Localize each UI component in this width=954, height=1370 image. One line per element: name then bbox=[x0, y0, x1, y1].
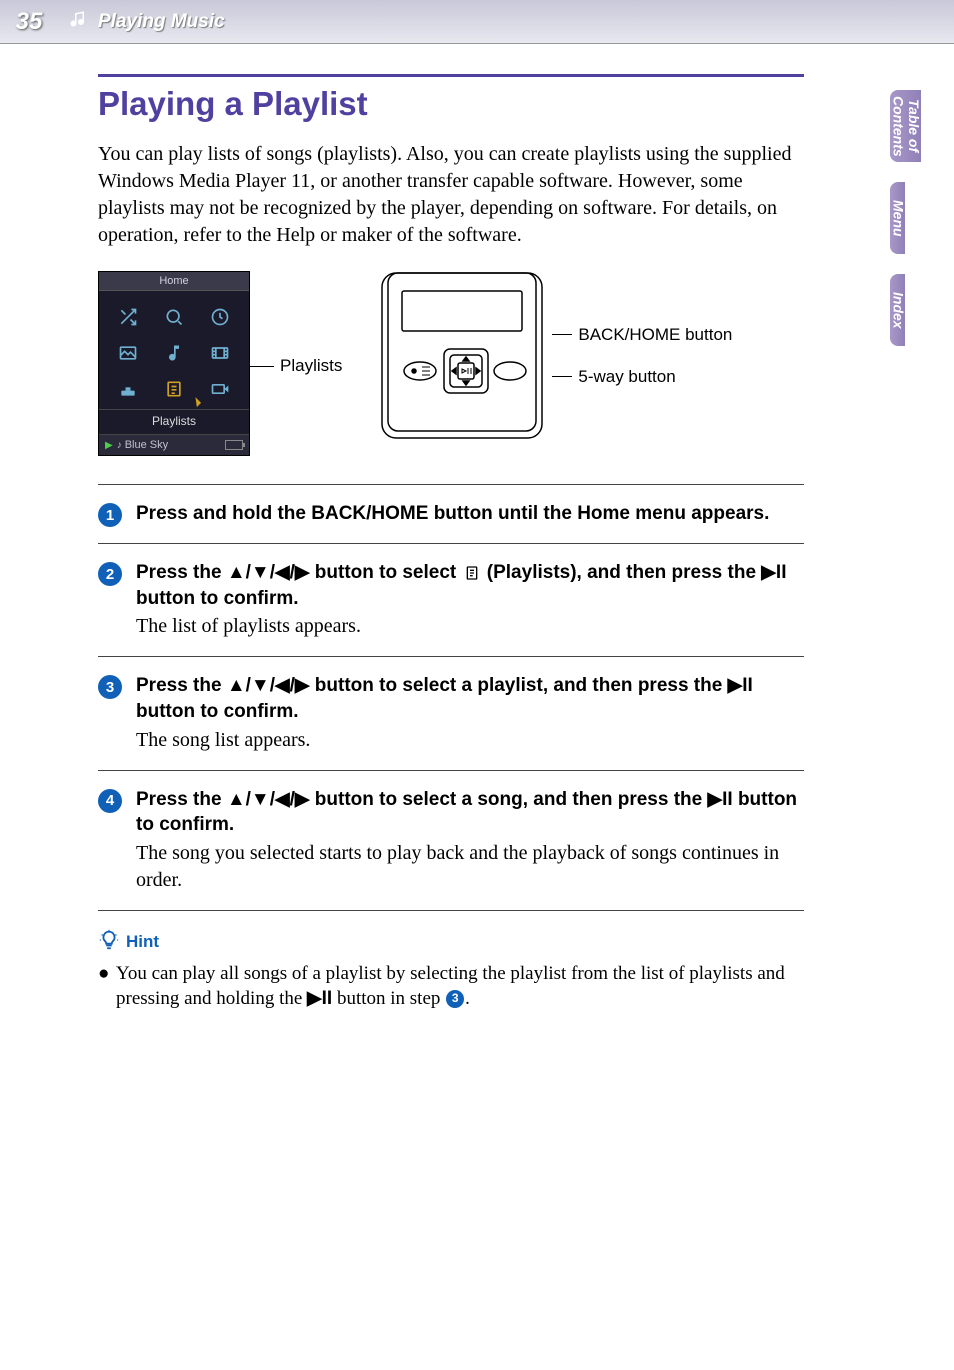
music-note-icon bbox=[58, 10, 98, 33]
callout-back-home: BACK/HOME button bbox=[552, 325, 732, 345]
step-badge-2: 2 bbox=[98, 562, 122, 586]
device-diagram bbox=[372, 271, 552, 441]
hint-step-ref-badge: 3 bbox=[446, 990, 464, 1008]
step-4-title: Press the ▲/▼/◀/▶ button to select a son… bbox=[136, 787, 804, 838]
step-2: 2 Press the ▲/▼/◀/▶ button to select (Pl… bbox=[98, 554, 804, 646]
play-indicator-icon: ▶ bbox=[105, 440, 113, 451]
settings-icon bbox=[111, 377, 145, 401]
page-content: Playing a Playlist You can play lists of… bbox=[0, 44, 954, 1041]
step-3-desc: The song list appears. bbox=[136, 727, 804, 754]
step-2-desc: The list of playlists appears. bbox=[136, 613, 804, 640]
hint-header: Hint bbox=[98, 929, 804, 956]
page-number: 35 bbox=[0, 8, 58, 36]
search-icon bbox=[157, 305, 191, 329]
home-now-playing-bar: ▶ ♪ Blue Sky bbox=[99, 435, 249, 455]
tab-toc[interactable]: Table of Contents bbox=[890, 90, 921, 162]
note-icon: ♪ bbox=[117, 440, 122, 451]
tab-index[interactable]: Index bbox=[890, 274, 905, 346]
callout-five-way: 5-way button bbox=[552, 367, 732, 387]
now-playing-title: Blue Sky bbox=[125, 439, 168, 451]
hint-lightbulb-icon bbox=[98, 929, 120, 956]
step-badge-1: 1 bbox=[98, 503, 122, 527]
battery-icon bbox=[225, 440, 243, 450]
playlist-inline-icon bbox=[464, 565, 480, 581]
step-4-desc: The song you selected starts to play bac… bbox=[136, 840, 804, 894]
side-tabs: Table of Contents Menu Index bbox=[890, 90, 954, 366]
home-screen-title: Home bbox=[99, 272, 249, 291]
heading-rule bbox=[98, 74, 804, 77]
home-screen-diagram: Home Playlists ▶ ♪ Blue Sky bbox=[98, 271, 250, 456]
step-badge-4: 4 bbox=[98, 789, 122, 813]
device-diagram-wrap: BACK/HOME button 5-way button bbox=[372, 271, 732, 441]
hint-body: ● You can play all songs of a playlist b… bbox=[98, 962, 804, 1011]
intro-paragraph: You can play lists of songs (playlists).… bbox=[98, 141, 804, 249]
step-3: 3 Press the ▲/▼/◀/▶ button to select a p… bbox=[98, 667, 804, 759]
home-screen-caption: Playlists bbox=[99, 409, 249, 435]
photo-icon bbox=[111, 341, 145, 365]
step-2-title: Press the ▲/▼/◀/▶ button to select (Play… bbox=[136, 560, 804, 611]
step-3-title: Press the ▲/▼/◀/▶ button to select a pla… bbox=[136, 673, 804, 724]
music-icon bbox=[157, 341, 191, 365]
diagram-row: Home Playlists ▶ ♪ Blue Sky bbox=[98, 271, 804, 456]
shuffle-icon bbox=[111, 305, 145, 329]
page-header: 35 Playing Music bbox=[0, 0, 954, 44]
callout-playlists: Playlists bbox=[250, 271, 342, 376]
hint-label: Hint bbox=[126, 932, 159, 952]
video-icon bbox=[203, 341, 237, 365]
page-title: Playing a Playlist bbox=[98, 85, 804, 123]
tab-menu[interactable]: Menu bbox=[890, 182, 905, 254]
step-badge-3: 3 bbox=[98, 675, 122, 699]
playlist-icon bbox=[157, 377, 191, 401]
header-section-title: Playing Music bbox=[98, 11, 225, 33]
step-4: 4 Press the ▲/▼/◀/▶ button to select a s… bbox=[98, 781, 804, 900]
clock-icon bbox=[203, 305, 237, 329]
step-1-title: Press and hold the BACK/HOME button unti… bbox=[136, 501, 804, 527]
nowplaying-icon bbox=[203, 377, 237, 401]
step-1: 1 Press and hold the BACK/HOME button un… bbox=[98, 495, 804, 533]
steps-list: 1 Press and hold the BACK/HOME button un… bbox=[98, 484, 804, 911]
